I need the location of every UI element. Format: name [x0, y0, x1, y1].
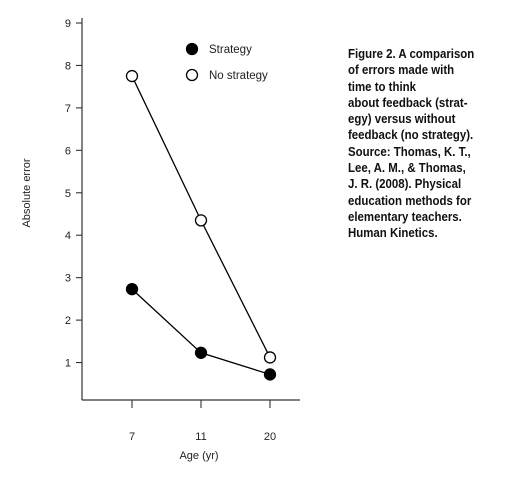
legend-label-no-strategy: No strategy: [209, 70, 268, 82]
y-tick-label: 9: [65, 18, 71, 30]
data-point-strategy: [125, 282, 139, 296]
data-point-no-strategy: [125, 69, 139, 83]
x-tick-label: 11: [195, 431, 206, 443]
caption-line: Lee, A. M., & Thomas,: [348, 160, 466, 176]
data-point-strategy: [194, 346, 208, 359]
caption-line: feedback (no strategy).: [348, 127, 474, 143]
y-tick-label: 5: [65, 188, 71, 200]
caption-line: elementary teachers.: [348, 208, 462, 224]
y-tick-label: 1: [65, 358, 71, 370]
caption-line: Human Kinetics.: [348, 225, 438, 241]
y-tick-label: 2: [65, 315, 71, 327]
y-tick-label: 8: [65, 60, 71, 72]
figure-caption: Figure 2. A comparison of errors made wi…: [348, 46, 494, 242]
y-tick-label: 3: [65, 273, 71, 285]
caption-line: about feedback (strat-: [348, 94, 468, 110]
x-axis-title: Age (yr): [179, 450, 218, 462]
caption-line: time to think: [348, 78, 417, 94]
caption-line: Source: Thomas, K. T.,: [348, 143, 471, 159]
y-tick-label: 7: [65, 103, 71, 115]
caption-line: education methods for: [348, 192, 472, 208]
y-axis-title: Absolute error: [21, 158, 33, 227]
x-tick-label: 20: [264, 431, 276, 443]
y-tick-label: 4: [65, 230, 71, 242]
data-point-no-strategy: [263, 351, 277, 364]
caption-line: Figure 2. A comparison: [348, 46, 475, 61]
legend-marker-no-strategy: [185, 68, 199, 82]
legend-label-strategy: Strategy: [209, 44, 252, 56]
x-tick-label: 7: [129, 431, 135, 443]
legend: Strategy No strategy: [185, 42, 268, 82]
caption-line: of errors made with: [348, 62, 455, 78]
data-point-strategy: [263, 368, 277, 381]
series-line-strategy: [131, 288, 271, 376]
caption-line: egy) versus without: [348, 111, 456, 127]
data-point-no-strategy: [194, 214, 208, 227]
caption-line: J. R. (2008). Physical: [348, 176, 462, 192]
legend-marker-strategy: [185, 42, 199, 56]
y-tick-label: 6: [65, 145, 71, 157]
